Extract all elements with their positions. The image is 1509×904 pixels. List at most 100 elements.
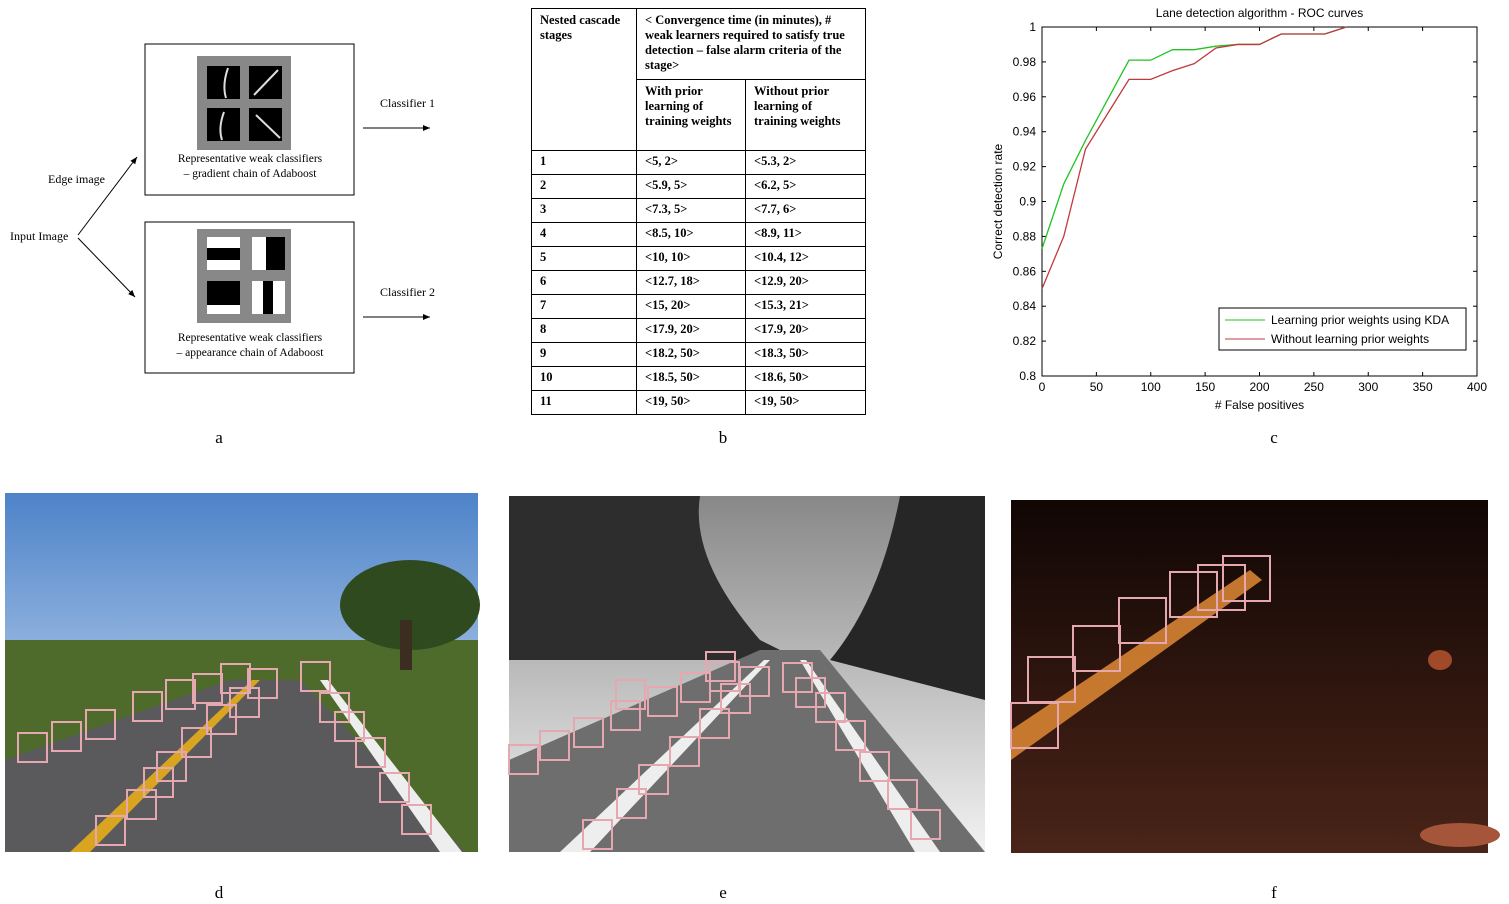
table-row: 7 <15, 20> <15.3, 21> [531, 294, 866, 319]
cell: <18.2, 50> [636, 342, 746, 367]
detection-box [300, 661, 331, 692]
cell: <10.4, 12> [745, 246, 866, 271]
edge-label: Edge image [48, 172, 105, 186]
table-row: 1 <5, 2> <5.3, 2> [531, 150, 866, 175]
panel-label: d [215, 883, 224, 902]
table-row: 6 <12.7, 18> <12.9, 20> [531, 270, 866, 295]
table: Nested cascade stages < Convergence time … [531, 8, 866, 415]
detection-box [247, 668, 278, 699]
photo-d [5, 493, 480, 852]
table-row: 2 <5.9, 5> <6.2, 5> [531, 174, 866, 199]
detection-box [165, 679, 196, 710]
cell: <8.5, 10> [636, 222, 746, 247]
detection-box [220, 663, 251, 694]
x-tick-label: 250 [1304, 380, 1324, 394]
detection-box [181, 727, 212, 758]
detection-box [705, 651, 736, 682]
detection-box [143, 767, 174, 798]
header-cell: < Convergence time (in minutes), # weak … [636, 8, 866, 80]
x-tick-label: 350 [1413, 380, 1433, 394]
cell: <15.3, 21> [745, 294, 866, 319]
panel-label: c [1270, 428, 1278, 447]
detection-box [720, 683, 751, 714]
detection-box [126, 789, 157, 820]
detection-box [582, 819, 613, 850]
cell: <5.9, 5> [636, 174, 746, 199]
detection-box [1222, 555, 1271, 602]
detection-box [1118, 597, 1167, 644]
cell: 5 [531, 246, 637, 271]
y-tick-label: 0.94 [1013, 125, 1037, 139]
detection-box [638, 764, 669, 795]
cell: <5, 2> [636, 150, 746, 175]
legend-label: Without learning prior weights [1271, 332, 1429, 346]
y-tick-label: 0.88 [1013, 229, 1037, 243]
detection-box [1169, 571, 1218, 618]
y-tick-label: 0.8 [1019, 369, 1036, 383]
detection-box [132, 691, 163, 722]
cell: <5.3, 2> [745, 150, 866, 175]
caption: Representative weak classifiers – appeara… [146, 331, 354, 361]
cell: 1 [531, 150, 637, 175]
cell: <15, 20> [636, 294, 746, 319]
caption-line: Representative weak classifiers [177, 332, 323, 344]
classifier-label: Classifier 2 [380, 285, 435, 299]
cell: 3 [531, 198, 637, 223]
cell: <18.5, 50> [636, 366, 746, 391]
x-tick-label: 100 [1141, 380, 1161, 394]
detection-box [616, 788, 647, 819]
cell: 7 [531, 294, 637, 319]
weak-classifier-icons [197, 56, 291, 323]
diagram [77, 43, 430, 374]
panel-label: f [1271, 883, 1277, 902]
panel-label: a [215, 428, 223, 447]
y-tick-label: 0.86 [1013, 264, 1037, 278]
y-tick-label: 0.92 [1013, 160, 1037, 174]
detection-box [859, 751, 890, 782]
detection-box [156, 751, 187, 782]
detection-box [647, 686, 678, 717]
detection-box [573, 717, 604, 748]
detection-box [669, 736, 700, 767]
cell: <18.6, 50> [745, 366, 866, 391]
legend-box [1218, 307, 1467, 351]
detection-box [887, 779, 918, 810]
detection-boxes [17, 555, 1271, 850]
x-tick-label: 300 [1358, 380, 1378, 394]
y-tick-label: 1 [1029, 20, 1036, 34]
caption-line: – appearance chain of Adaboost [176, 347, 324, 359]
detection-box [95, 815, 126, 846]
header-cell: Without prior learning of training weigh… [745, 79, 866, 151]
table-row: 9 <18.2, 50> <18.3, 50> [531, 342, 866, 367]
detection-box [17, 732, 48, 763]
detection-box [610, 700, 641, 731]
cell: <18.3, 50> [745, 342, 866, 367]
y-tick-label: 0.9 [1019, 195, 1036, 209]
legend-label: Learning prior weights using KDA [1271, 313, 1449, 327]
cell: <12.9, 20> [745, 270, 866, 295]
classifier-label: Classifier 1 [380, 96, 435, 110]
detection-box [815, 692, 846, 723]
header-cell: Nested cascade stages [531, 8, 637, 151]
detection-box [51, 721, 82, 752]
detection-box [401, 804, 432, 835]
cell: <19, 50> [745, 390, 866, 415]
cell: 11 [531, 390, 637, 415]
y-tick-label: 0.96 [1013, 90, 1037, 104]
detection-box [910, 809, 941, 840]
x-axis-label: # False positives [1215, 398, 1304, 412]
cell: <17.9, 20> [745, 318, 866, 343]
cell: 10 [531, 366, 637, 391]
detection-box [615, 679, 646, 710]
detection-box [1072, 625, 1121, 672]
x-tick-label: 0 [1039, 380, 1046, 394]
detection-box [539, 730, 570, 761]
cell: <17.9, 20> [636, 318, 746, 343]
cell: <10, 10> [636, 246, 746, 271]
detection-box [355, 737, 386, 768]
table-row: 3 <7.3, 5> <7.7, 6> [531, 198, 866, 223]
chart-title: Lane detection algorithm - ROC curves [1156, 6, 1363, 20]
detection-box [699, 708, 730, 739]
